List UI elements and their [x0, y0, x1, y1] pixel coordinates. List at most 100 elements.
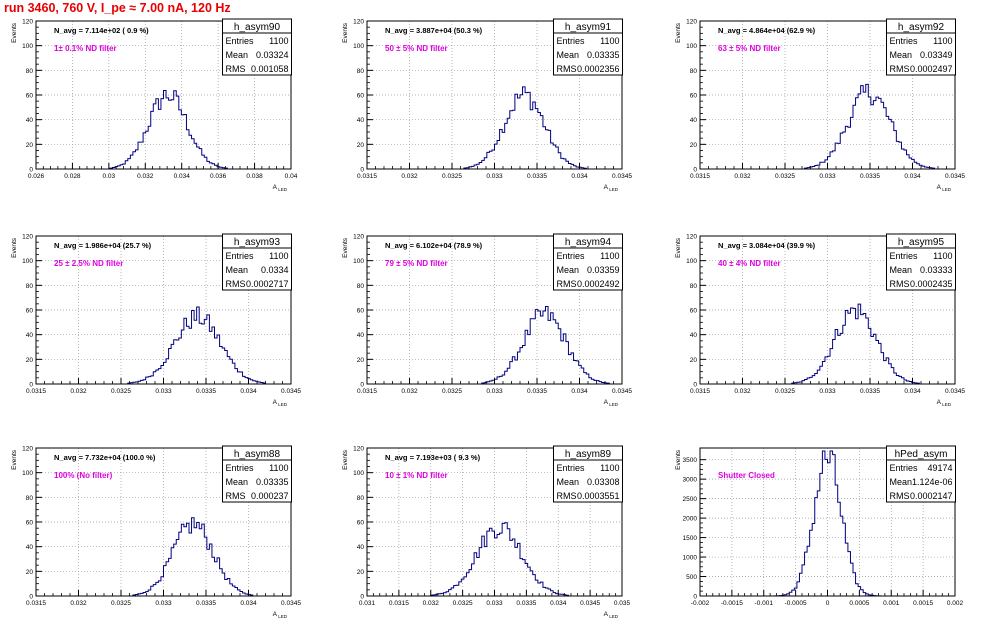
y-tick-label: 20: [357, 569, 365, 576]
stats-value: 49174: [927, 463, 952, 473]
stats-value: 0.03308: [587, 477, 620, 487]
stats-label: Entries: [890, 36, 919, 46]
x-tick-label: 0.0335: [196, 600, 216, 607]
y-tick-label: 1500: [683, 535, 698, 542]
y-tick-label: 80: [26, 495, 34, 502]
stats-label: RMS: [226, 279, 246, 289]
x-tick-label: 0.033: [819, 388, 836, 395]
stats-label: RMS: [557, 64, 577, 74]
x-tick-label: 0.0325: [111, 388, 131, 395]
stats-box: [222, 445, 292, 503]
x-tick-label: 0.036: [210, 173, 227, 180]
y-tick-label: 40: [26, 332, 34, 339]
y-tick-label: 20: [26, 569, 34, 576]
y-tick-label: 100: [22, 258, 33, 265]
x-tick-label: 0.04: [285, 173, 298, 180]
y-tick-label: 120: [686, 19, 697, 26]
y-tick-label: 100: [353, 470, 364, 477]
x-axis-title: A LED: [273, 184, 288, 192]
filter-label: 100% (No filter): [54, 471, 113, 480]
y-tick-label: 500: [686, 574, 697, 581]
stats-title: h_asym91: [565, 22, 612, 33]
x-tick-label: 0.0325: [442, 388, 462, 395]
y-tick-label: 60: [690, 308, 698, 315]
navg-label: N_avg = 4.864e+04 (62.9 %): [718, 26, 816, 35]
y-tick-label: 40: [26, 117, 34, 124]
y-tick-label: 120: [22, 446, 33, 453]
x-axis-title: A LED: [937, 399, 952, 407]
x-tick-label: 0.034: [571, 173, 588, 180]
y-tick-label: 100: [686, 43, 697, 50]
y-tick-label: 0: [29, 594, 33, 601]
x-tick-label: 0.0345: [945, 173, 965, 180]
stats-value: 1100: [933, 36, 952, 46]
y-tick-label: 20: [357, 142, 365, 149]
x-tick-label: 0.033: [155, 600, 172, 607]
histogram-panel-h_asym93: 0 20 40 60 80 100 120 0.0315 0.032 0.0325 0.033 0.0…: [11, 233, 301, 407]
x-tick-label: 0.032: [70, 600, 87, 607]
y-tick-label: 80: [690, 68, 698, 75]
x-tick-label: 0.0325: [442, 173, 462, 180]
stats-box: [553, 445, 623, 503]
filter-label: 79 ± 5% ND filter: [385, 259, 448, 268]
x-tick-label: 0.038: [246, 173, 263, 180]
x-tick-label: -0.001: [755, 600, 774, 607]
stats-value: 1100: [600, 463, 619, 473]
navg-label: N_avg = 3.887e+04 (50.3 %): [385, 26, 483, 35]
stats-title: hPed_asym: [895, 449, 948, 460]
y-tick-label: 80: [357, 68, 365, 75]
histogram-panel-h_asym90: 0 20 40 60 80 100 120 0.026 0.028 0.03 0.032 0.034 0…: [11, 18, 298, 192]
y-tick-label: 100: [353, 43, 364, 50]
y-axis-title: Events: [675, 237, 682, 258]
stats-label: Mean: [557, 477, 580, 487]
stats-value: 0.0002492: [577, 279, 620, 289]
y-tick-label: 80: [690, 283, 698, 290]
x-axis-title: A LED: [273, 399, 288, 407]
x-tick-label: 0.034: [174, 173, 191, 180]
x-tick-label: 0.0335: [860, 173, 880, 180]
y-tick-label: 40: [690, 332, 698, 339]
stats-label: Mean: [226, 50, 249, 60]
histogram-panel-hPed_asym: 0 500 1000 1500 2000 2500 3000 3500 -0.002 -0.001…: [675, 445, 964, 607]
stats-value: 0.0002435: [910, 279, 953, 289]
histogram-panel-h_asym95: 0 20 40 60 80 100 120 0.0315 0.032 0.0325 0.033 0.0…: [675, 233, 965, 407]
stats-label: RMS: [557, 279, 577, 289]
x-tick-label: 0.0345: [612, 388, 632, 395]
y-tick-label: 40: [26, 544, 34, 551]
stats-label: Mean: [226, 477, 249, 487]
x-tick-label: 0.0345: [580, 600, 600, 607]
x-axis-title: A LED: [273, 611, 288, 619]
stats-value: 0.03324: [256, 50, 289, 60]
x-tick-label: 0.031: [359, 600, 376, 607]
stats-label: Mean: [890, 477, 913, 487]
y-tick-label: 20: [26, 357, 34, 364]
navg-label: N_avg = 3.084e+04 (39.9 %): [718, 241, 816, 250]
histogram-panel-h_asym92: 0 20 40 60 80 100 120 0.0315 0.032 0.0325 0.033 0.0…: [675, 18, 965, 192]
x-tick-label: 0.026: [28, 173, 45, 180]
stats-label: Entries: [890, 463, 919, 473]
stats-label: RMS: [226, 491, 246, 501]
y-tick-label: 120: [686, 234, 697, 241]
x-tick-label: -0.002: [691, 600, 710, 607]
x-tick-label: 0.032: [734, 388, 751, 395]
x-tick-label: 0.0315: [357, 388, 377, 395]
x-tick-label: -0.0005: [785, 600, 807, 607]
stats-value: 0.03359: [587, 265, 620, 275]
x-tick-label: 0.0315: [389, 600, 409, 607]
stats-label: Entries: [226, 36, 255, 46]
y-tick-label: 80: [357, 283, 365, 290]
stats-title: h_asym95: [898, 237, 945, 248]
y-tick-label: 0: [693, 167, 697, 174]
x-tick-label: 0.0315: [26, 388, 46, 395]
x-tick-label: 0.0315: [26, 600, 46, 607]
y-tick-label: 60: [26, 308, 34, 315]
x-tick-label: 0.034: [550, 600, 567, 607]
x-tick-label: 0.0345: [281, 388, 301, 395]
x-tick-label: 0.033: [819, 173, 836, 180]
histogram-panel-h_asym88: 0 20 40 60 80 100 120 0.0315 0.032 0.0325 0.033 0.0…: [11, 445, 301, 619]
filter-label: 1± 0.1% ND filter: [54, 44, 117, 53]
stats-title: h_asym92: [898, 22, 945, 33]
x-axis-title: A LED: [937, 184, 952, 192]
stats-title: h_asym90: [234, 22, 281, 33]
